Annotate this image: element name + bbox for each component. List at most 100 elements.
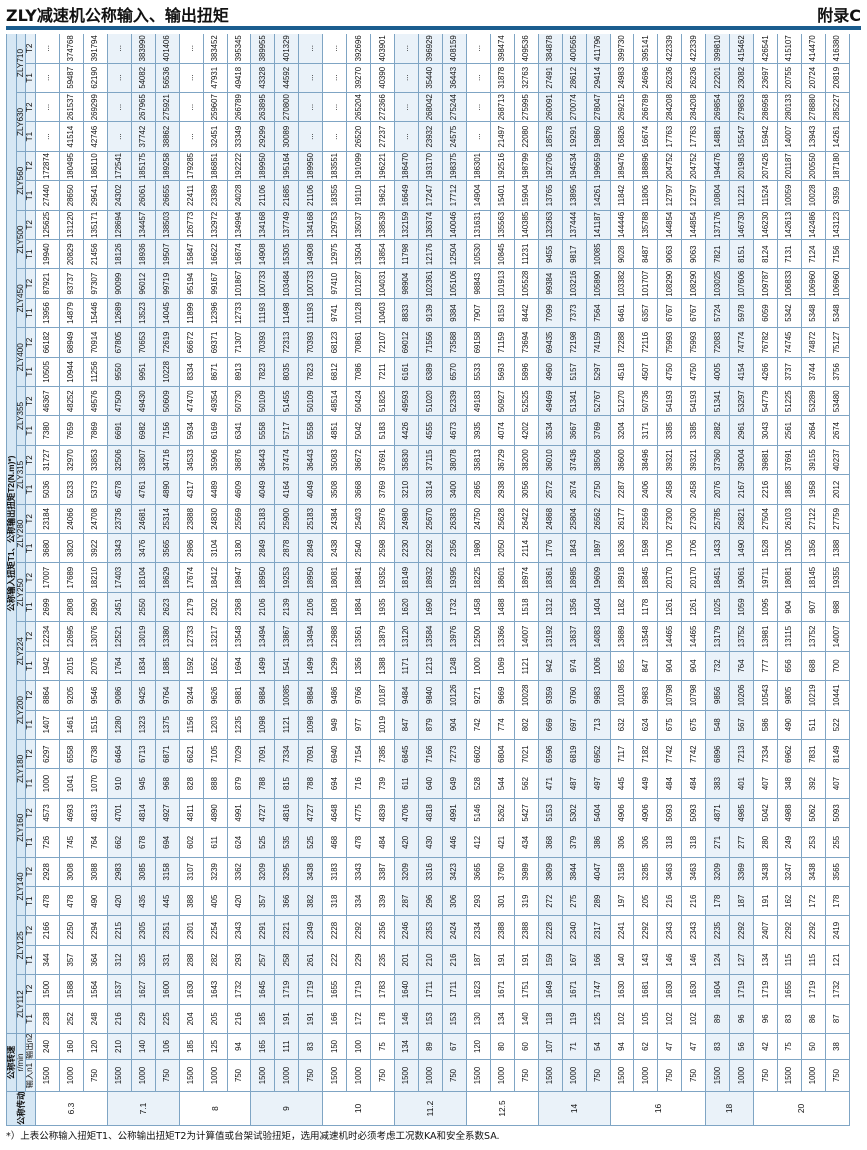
torque-value-cell: 847: [394, 710, 419, 740]
torque-value-cell: 407: [825, 768, 850, 799]
torque-value-cell: 977: [346, 710, 371, 740]
torque-value-cell: 36443: [298, 445, 323, 475]
torque-value-cell: 6357: [633, 298, 658, 328]
torque-value-cell: 5724: [705, 298, 730, 328]
torque-value-cell: 7564: [586, 298, 611, 328]
output-speed-cell: 50: [801, 1033, 826, 1060]
torque-value-cell: 26422: [514, 504, 539, 534]
torque-value-cell: 1885: [155, 651, 180, 681]
torque-value-cell: 1171: [394, 651, 419, 681]
torque-value-cell: 187: [729, 886, 754, 916]
torque-value-cell: 3756: [825, 357, 850, 387]
torque-value-cell: 7105: [203, 739, 228, 769]
torque-value-cell: 5934: [179, 415, 204, 446]
torque-value-cell: 334: [346, 886, 371, 916]
input-speed-cell: 750: [442, 1059, 467, 1092]
torque-value-cell: 23697: [753, 63, 778, 93]
torque-value-cell: 3043: [753, 415, 778, 446]
torque-value-cell: 7117: [610, 739, 634, 769]
model-header: ZLY280: [16, 504, 26, 563]
torque-value-cell: 415107: [777, 34, 802, 64]
torque-value-cell: 23082: [729, 63, 754, 93]
torque-value-cell: ...: [35, 34, 60, 64]
torque-value-cell: 18104: [131, 563, 156, 593]
torque-value-cell: ...: [298, 63, 323, 93]
torque-value-cell: 25976: [370, 504, 395, 534]
torque-value-cell: 37115: [418, 445, 443, 475]
torque-value-cell: 4906: [633, 798, 658, 828]
torque-value-cell: 904: [442, 710, 467, 740]
torque-value-cell: 1156: [179, 710, 204, 740]
torque-value-cell: 9546: [83, 680, 108, 711]
torque-value-cell: 83: [777, 1004, 802, 1034]
torque-value-cell: 39321: [657, 445, 682, 475]
torque-value-cell: 2050: [490, 533, 515, 563]
torque-value-cell: 37474: [274, 445, 299, 475]
torque-value-cell: 25183: [250, 504, 275, 534]
torque-value-cell: 5302: [562, 798, 587, 828]
torque-value-cell: 204: [179, 1004, 204, 1034]
torque-value-cell: 9884: [250, 680, 275, 711]
torque-value-cell: 13981: [753, 621, 778, 652]
torque-value-cell: 135788: [633, 210, 658, 240]
ratio-cell: 20: [753, 1091, 850, 1126]
torque-value-cell: ...: [394, 121, 419, 152]
torque-value-cell: 93737: [59, 268, 84, 299]
torque-value-cell: 207426: [753, 151, 778, 181]
torque-value-cell: 2246: [394, 915, 419, 946]
torque-value-cell: 1627: [131, 974, 156, 1005]
torque-value-cell: 742: [466, 710, 491, 740]
torque-value-cell: 318: [681, 827, 706, 858]
torque-value-cell: ...: [179, 63, 204, 93]
torque-value-cell: 18932: [418, 563, 443, 593]
torque-value-cell: 275921: [155, 92, 180, 122]
torque-value-cell: 468: [322, 827, 347, 858]
torque-value-cell: 2550: [131, 592, 156, 622]
torque-value-cell: 13752: [801, 621, 826, 652]
torque-value-cell: 383452: [203, 34, 228, 64]
torque-value-cell: 2928: [35, 857, 60, 887]
torque-value-cell: 364: [83, 945, 108, 975]
input-speed-cell: 750: [586, 1059, 611, 1092]
torque-value-cell: 38496: [633, 445, 658, 475]
torque-value-cell: 5427: [514, 798, 539, 828]
torque-value-cell: 270074: [562, 92, 587, 122]
torque-value-cell: 4750: [681, 357, 706, 387]
torque-value-cell: 4727: [298, 798, 323, 828]
torque-value-cell: 18950: [298, 563, 323, 593]
torque-value-cell: 71556: [418, 327, 443, 358]
torque-value-cell: 186470: [394, 151, 419, 181]
torque-value-cell: 6161: [394, 357, 419, 387]
torque-value-cell: 119: [562, 1004, 587, 1034]
torque-value-cell: 471: [538, 768, 563, 799]
torque-value-cell: 19110: [346, 180, 371, 211]
torque-value-cell: 26383: [442, 504, 467, 534]
torque-value-cell: 75993: [681, 327, 706, 358]
torque-value-cell: 11221: [729, 180, 754, 211]
output-speed-cell: 94: [227, 1033, 251, 1060]
torque-value-cell: 51020: [418, 386, 443, 416]
torque-value-cell: 3769: [586, 415, 611, 446]
torque-value-cell: 131631: [466, 210, 491, 240]
torque-value-cell: 1025: [705, 592, 730, 622]
torque-value-cell: 2419: [825, 915, 850, 946]
torque-value-cell: 31727: [35, 445, 60, 475]
torque-value-cell: 2356: [442, 533, 467, 563]
torque-value-cell: 75993: [657, 327, 682, 358]
torque-value-cell: 4985: [729, 798, 754, 828]
ratio-cell: 14: [538, 1091, 611, 1126]
torque-value-cell: 2865: [466, 474, 491, 505]
torque-value-cell: 4609: [227, 474, 251, 505]
torque-value-cell: 4202: [514, 415, 539, 446]
torque-value-cell: 261: [298, 945, 323, 975]
torque-value-cell: 6389: [418, 357, 443, 387]
torque-value-cell: 3737: [777, 357, 802, 387]
torque-value-cell: 1235: [227, 710, 251, 740]
torque-value-cell: 395345: [227, 34, 251, 64]
torque-value-cell: 2215: [107, 915, 132, 946]
torque-value-cell: 51270: [610, 386, 634, 416]
header-row-models: r/min ZLY112 ZLY125 ZLY140 ZLY160 ZLY180 ZLY20…: [16, 34, 26, 1126]
torque-value-cell: 8487: [633, 239, 658, 269]
torque-value-cell: 1388: [370, 651, 395, 681]
torque-value-cell: 3247: [777, 857, 802, 887]
